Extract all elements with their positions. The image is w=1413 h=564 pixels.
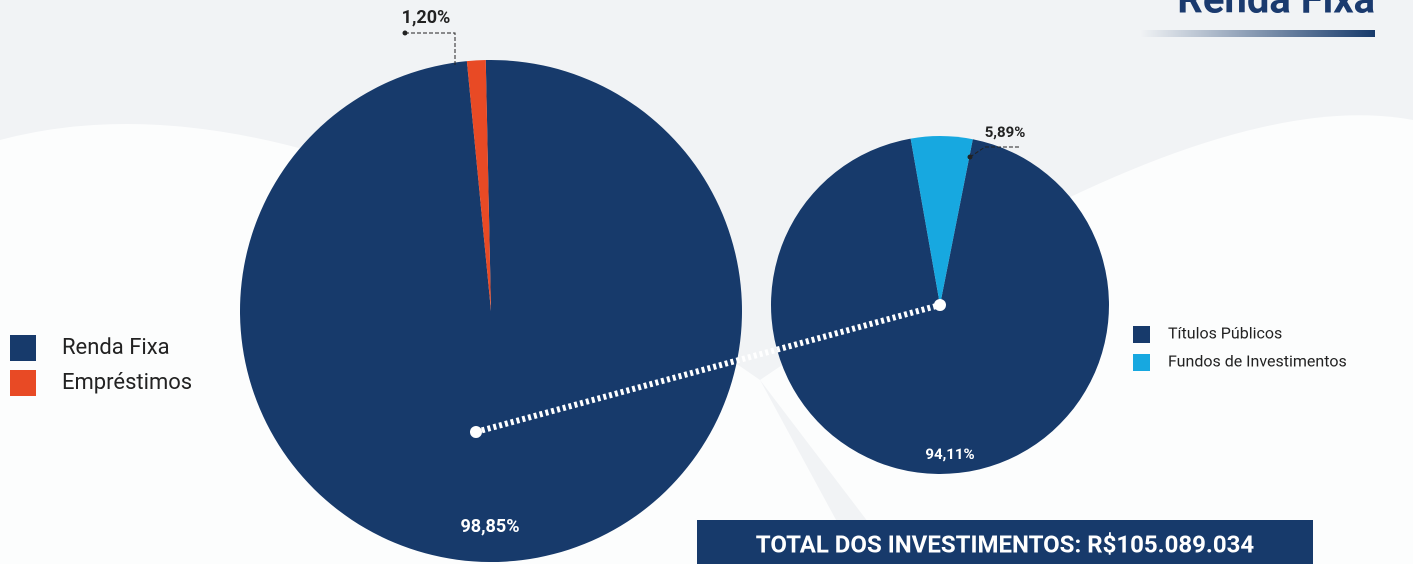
connector [475,302,941,435]
pie-slice [466,60,491,311]
legend-swatch [1133,354,1150,371]
legend-swatch [10,335,36,361]
leader-line [405,32,456,66]
legend-label: Renda Fixa [62,335,170,360]
legend-swatch [1133,326,1150,343]
data-label: 5,89% [985,123,1026,141]
leader-dot [402,30,408,36]
legend-label: Empréstimos [62,370,192,395]
page-title: Renda Fixa [1177,0,1375,23]
total-box [697,520,1313,564]
legend-label: Títulos Públicos [1168,324,1282,343]
title-bar [1140,30,1375,37]
legend-swatch [10,370,36,396]
data-label: 94,11% [925,445,974,463]
pie-slice [240,60,743,563]
pie-slice [910,136,973,305]
data-label: 98,85% [460,516,519,537]
connector-end [934,299,946,311]
data-label: 1,20% [402,7,451,28]
total-text: TOTAL DOS INVESTIMENTOS: R$105.089.034 [756,530,1255,558]
leader-line [969,146,1020,158]
legend-label: Fundos de Investimentos [1168,352,1347,371]
leader-dot [967,154,973,160]
connector-end [470,426,482,438]
